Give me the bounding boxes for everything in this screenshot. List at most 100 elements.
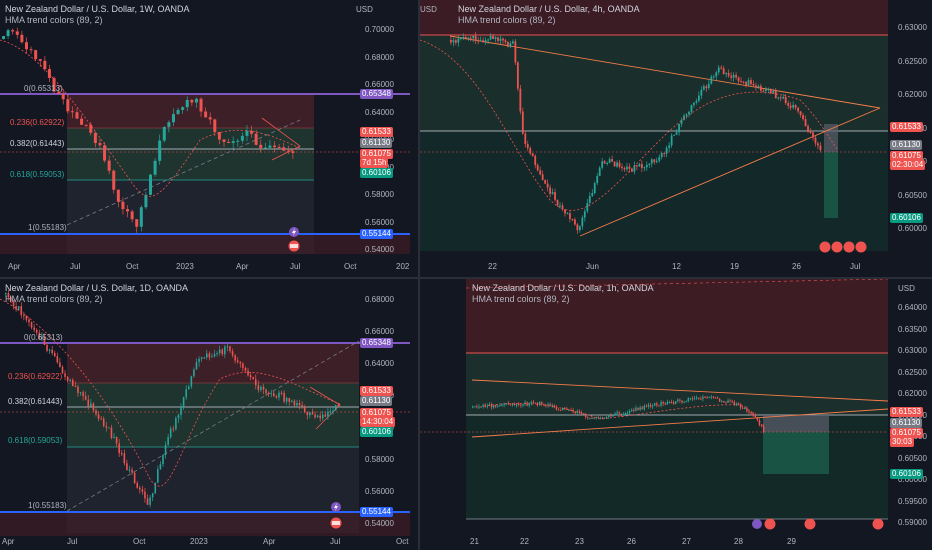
candle-body xyxy=(113,436,115,438)
candle-body xyxy=(502,38,504,41)
fib-label-618: 0.618(0.59053) xyxy=(10,170,65,179)
candle-body xyxy=(779,97,782,99)
triangle-lower-line[interactable] xyxy=(579,107,881,237)
chart-canvas-hourly[interactable] xyxy=(420,279,932,550)
indicator-label[interactable]: HMA trend colors (89, 2) xyxy=(5,294,103,304)
candle-body xyxy=(536,402,539,405)
hma-line xyxy=(420,39,839,211)
candle-body xyxy=(551,405,553,407)
candle-body xyxy=(687,398,689,402)
triangle-upper-line[interactable] xyxy=(449,35,881,109)
position-box-green xyxy=(763,432,829,474)
candle-body xyxy=(487,39,489,41)
candle-body xyxy=(316,415,319,418)
price-tick: 0.59000 xyxy=(898,518,927,527)
chart-pane-hourly[interactable]: New Zealand Dollar / U.S. Dollar, 1h, OA… xyxy=(420,279,932,550)
us-flag-event-icon[interactable] xyxy=(764,518,776,530)
chart-pane-weekly[interactable]: New Zealand Dollar / U.S. Dollar, 1W, OA… xyxy=(0,0,418,277)
us-flag-event-icon[interactable] xyxy=(872,518,884,530)
event-markers[interactable] xyxy=(286,226,302,254)
candle-body xyxy=(17,306,20,310)
candle-body xyxy=(162,454,164,465)
candle-body xyxy=(706,397,708,399)
chart-header: New Zealand Dollar / U.S. Dollar, 1h, OA… xyxy=(472,283,654,305)
us-flag-event-icon[interactable] xyxy=(819,241,831,253)
candle-body xyxy=(306,411,309,416)
lightning-event-icon[interactable] xyxy=(752,519,762,529)
time-tick: 29 xyxy=(787,537,796,546)
candle-body xyxy=(249,375,252,378)
indicator-label[interactable]: HMA trend colors (89, 2) xyxy=(458,15,556,25)
event-markers[interactable] xyxy=(328,501,344,531)
candle-body xyxy=(206,353,208,358)
triangle-lower-line[interactable] xyxy=(471,408,889,438)
candles-4h xyxy=(450,31,822,234)
candle-body xyxy=(245,130,249,136)
candle-body xyxy=(29,49,33,51)
candle-body xyxy=(226,346,229,348)
trend-line-dashed[interactable] xyxy=(66,340,360,512)
candle-body xyxy=(112,170,116,190)
candle-body xyxy=(797,107,799,112)
candle-body xyxy=(598,167,601,177)
event-markers[interactable] xyxy=(818,240,870,254)
candle-body xyxy=(518,403,520,405)
candle-body xyxy=(744,408,746,410)
candle-body xyxy=(534,402,537,404)
triangle-pattern[interactable] xyxy=(309,386,341,430)
trend-line-dashed[interactable] xyxy=(465,279,889,289)
us-flag-event-icon[interactable] xyxy=(843,241,855,253)
upper-level-label: 0.65348 xyxy=(360,338,393,348)
candle-body xyxy=(787,103,790,106)
candle-body xyxy=(149,497,151,505)
time-tick: Apr xyxy=(8,262,21,271)
chart-title: New Zealand Dollar / U.S. Dollar, 1D, OA… xyxy=(5,283,189,293)
chart-pane-daily[interactable]: New Zealand Dollar / U.S. Dollar, 1D, OA… xyxy=(0,279,418,550)
candle-body xyxy=(90,403,92,407)
triangle-pattern[interactable] xyxy=(261,117,301,161)
price-tick: 0.58000 xyxy=(365,455,394,464)
candle-body xyxy=(568,409,570,411)
candle-body xyxy=(72,379,74,387)
candle-body xyxy=(638,163,641,167)
candle-body xyxy=(80,118,84,125)
lower-zone-red xyxy=(0,234,410,254)
chart-canvas-4h[interactable] xyxy=(420,0,932,277)
candle-body xyxy=(509,43,512,47)
indicator-label[interactable]: HMA trend colors (89, 2) xyxy=(5,15,103,25)
price-label: 0.61075 xyxy=(890,428,923,438)
candle-body xyxy=(176,109,180,115)
candle-body xyxy=(580,412,583,415)
candle-body xyxy=(492,35,494,39)
candle-body xyxy=(656,403,658,406)
candle-body xyxy=(87,399,90,407)
triangle-upper-line[interactable] xyxy=(471,379,889,402)
us-flag-event-icon[interactable] xyxy=(831,241,843,253)
pane-separator-vertical[interactable] xyxy=(418,0,420,550)
candle-body xyxy=(618,412,620,414)
trend-line-dashed[interactable] xyxy=(66,119,301,226)
price-tick: 0.63000 xyxy=(898,346,927,355)
candle-body xyxy=(628,411,631,413)
indicator-label[interactable]: HMA trend colors (89, 2) xyxy=(472,294,570,304)
candle-body xyxy=(321,414,324,419)
price-tick: 0.64000 xyxy=(898,303,927,312)
candle-body xyxy=(611,159,613,162)
time-tick: Jun xyxy=(586,262,599,271)
us-flag-event-icon[interactable] xyxy=(855,241,867,253)
candle-body xyxy=(499,38,502,41)
candle-body xyxy=(247,370,249,376)
candle-body xyxy=(43,336,46,345)
chart-canvas-daily[interactable] xyxy=(0,279,418,550)
fib-label-236: 0.236(0.62922) xyxy=(10,118,65,127)
time-tick: 19 xyxy=(730,262,739,271)
pane-separator-horizontal[interactable] xyxy=(0,277,932,279)
candle-body xyxy=(658,157,661,161)
candle-body xyxy=(541,174,544,181)
candle-body xyxy=(623,168,626,170)
chart-canvas-weekly[interactable] xyxy=(0,0,418,277)
event-markers[interactable] xyxy=(750,517,890,531)
us-flag-event-icon[interactable] xyxy=(804,518,816,530)
chart-header: New Zealand Dollar / U.S. Dollar, 4h, OA… xyxy=(458,4,640,26)
chart-pane-4h[interactable]: New Zealand Dollar / U.S. Dollar, 4h, OA… xyxy=(420,0,932,277)
